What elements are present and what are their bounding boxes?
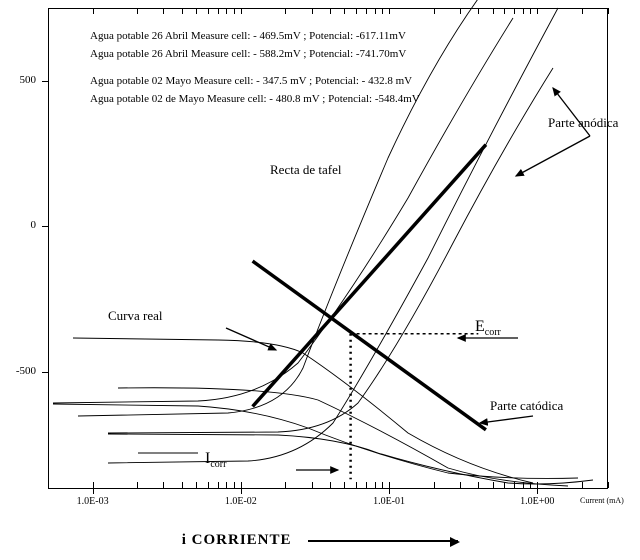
- curves-layer: [48, 8, 608, 488]
- x-tick-label: 1.0E-01: [373, 496, 405, 507]
- x-tick: [93, 488, 94, 494]
- pol-curve-4b: [108, 434, 593, 484]
- annotation-parte_catodica: Parte catódica: [490, 398, 563, 414]
- x-tick: [389, 488, 390, 494]
- x-axis: [48, 488, 608, 489]
- x-tick-label: 1.0E+00: [520, 496, 554, 507]
- annotation-icorr: Icorr: [205, 450, 226, 470]
- pol-curve-2: [73, 338, 533, 483]
- pol-curve-1b: [108, 8, 558, 463]
- y-tick-label: 500: [0, 74, 36, 86]
- x-unit-label: Current (mA): [580, 496, 624, 505]
- x-axis-arrow: [308, 540, 458, 542]
- x-tick: [241, 488, 242, 494]
- annotation-ecorr: Ecorr: [475, 318, 501, 338]
- x-axis-title: i CORRIENTE: [0, 532, 640, 549]
- annotation-curva_real: Curva real: [108, 308, 163, 324]
- x-axis-title-text: i CORRIENTE: [182, 532, 292, 548]
- pol-curve-3: [53, 18, 513, 403]
- minor-tick: [608, 482, 609, 488]
- x-tick-label: 1.0E-03: [77, 496, 109, 507]
- x-tick: [537, 488, 538, 494]
- y-tick-label: 0: [0, 219, 36, 231]
- annotation-parte_anodica: Parte anódica: [548, 115, 618, 131]
- minor-tick: [608, 8, 609, 14]
- pol-curve-4: [108, 68, 553, 433]
- y-tick-label: -500: [0, 365, 36, 377]
- annotation-recta_tafel: Recta de tafel: [270, 162, 341, 178]
- x-tick-label: 1.0E-02: [225, 496, 257, 507]
- arrow-to-anodic: [516, 136, 590, 176]
- tafel-cathodic: [253, 261, 486, 430]
- arrow-to-catodica: [480, 416, 533, 423]
- arrow-to-curva-real: [226, 328, 276, 350]
- tafel-anodic: [253, 145, 486, 407]
